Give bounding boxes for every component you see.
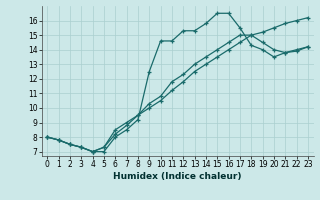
X-axis label: Humidex (Indice chaleur): Humidex (Indice chaleur) — [113, 172, 242, 181]
